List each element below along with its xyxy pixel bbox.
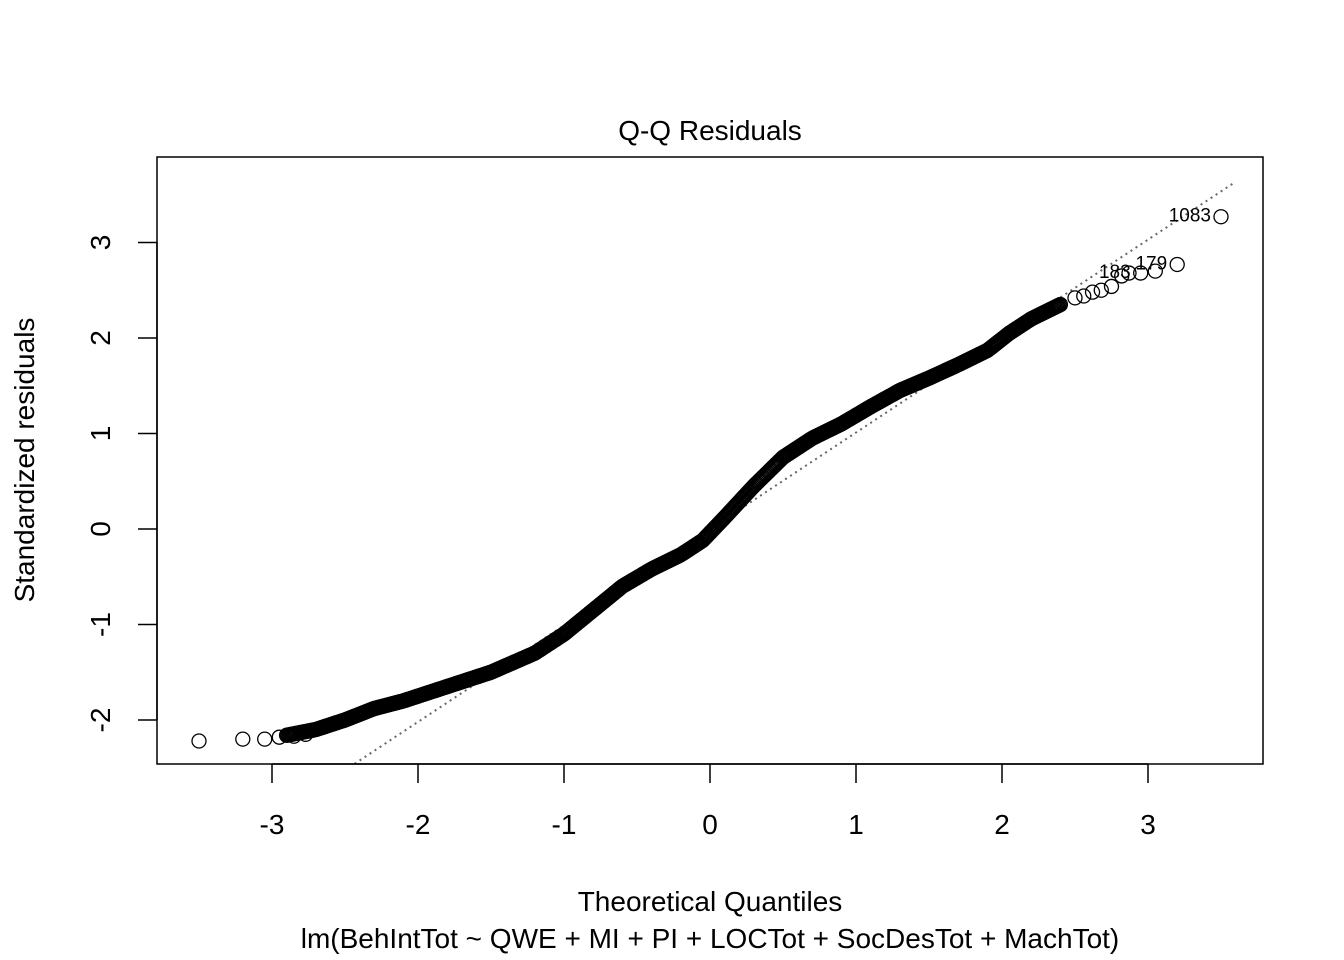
data-point — [1169, 256, 1185, 273]
x-tick-label: 0 — [702, 809, 718, 840]
x-tick-label: 1 — [848, 809, 864, 840]
point-label: 1083 — [1169, 206, 1211, 227]
data-point — [1133, 265, 1149, 281]
data-point — [1067, 290, 1083, 306]
y-axis-label: Standardized residuals — [9, 318, 40, 603]
x-tick-label: -1 — [552, 809, 577, 840]
chart-title: Q-Q Residuals — [618, 115, 802, 146]
data-point — [1147, 263, 1163, 279]
y-tick-label: 3 — [85, 235, 116, 251]
data-point — [1052, 296, 1069, 313]
data-point — [1084, 284, 1101, 300]
data-point — [271, 729, 287, 745]
data-point — [1076, 288, 1092, 304]
data-point — [297, 726, 314, 742]
plot-frame — [156, 156, 1264, 765]
y-tick-label: -1 — [85, 612, 116, 637]
data-point — [1121, 265, 1137, 281]
data-point — [286, 728, 302, 744]
data-point — [1114, 268, 1130, 284]
x-tick-label: -2 — [406, 809, 431, 840]
data-point — [1103, 278, 1120, 295]
x-tick-label: 3 — [1140, 809, 1156, 840]
data-point — [1093, 282, 1109, 298]
data-point — [257, 731, 273, 747]
y-axis: -2 -1 0 1 2 3 — [85, 235, 158, 733]
data-point — [1213, 209, 1229, 225]
x-axis-label: Theoretical Quantiles — [578, 886, 843, 917]
x-tick-label: -3 — [260, 809, 285, 840]
y-tick-label: 1 — [85, 426, 116, 442]
point-label: 179 — [1135, 253, 1167, 274]
y-tick-label: 0 — [85, 521, 116, 537]
plot-area — [191, 180, 1237, 764]
x-tick-label: 2 — [994, 809, 1010, 840]
data-point — [235, 731, 251, 747]
point-label: 183 — [1099, 262, 1131, 283]
y-tick-label: -2 — [85, 708, 116, 733]
chart-subtitle: lm(BehIntTot ~ QWE + MI + PI + LOCTot + … — [301, 923, 1120, 954]
data-point — [191, 733, 207, 749]
x-axis: -3 -2 -1 0 1 2 3 — [260, 763, 1156, 840]
y-tick-label: 2 — [85, 330, 116, 346]
